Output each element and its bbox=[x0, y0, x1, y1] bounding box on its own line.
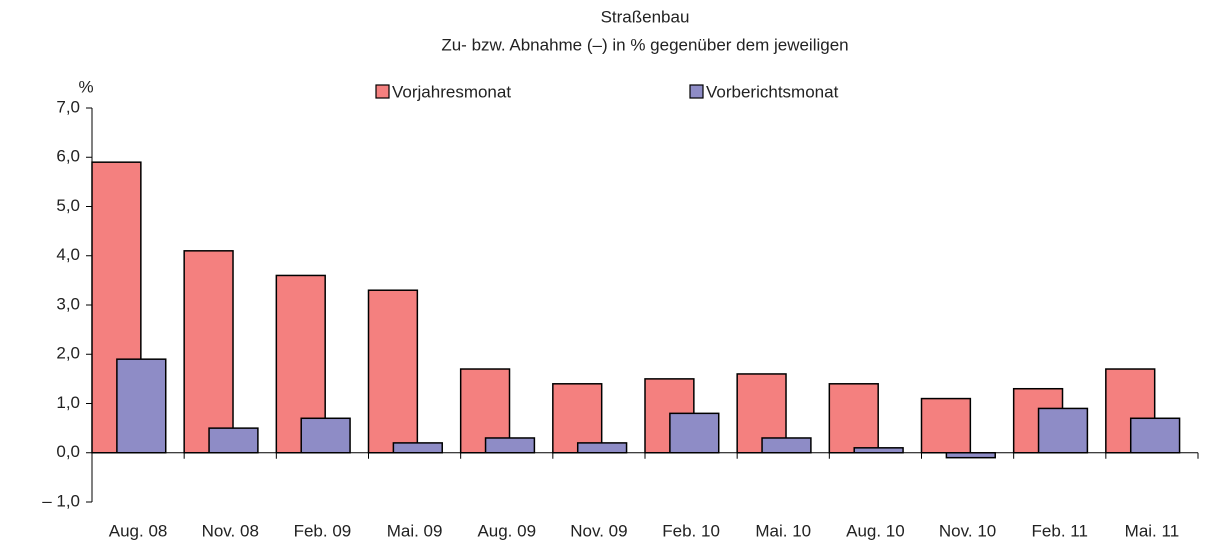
bar bbox=[116, 358, 167, 454]
bar bbox=[576, 442, 628, 454]
x-tick-label: Feb. 09 bbox=[294, 521, 352, 540]
bar bbox=[208, 427, 259, 454]
bar bbox=[761, 437, 812, 454]
y-tick-label: 4,0 bbox=[56, 245, 80, 264]
y-tick-label: 3,0 bbox=[56, 294, 80, 313]
chart-title: Straßenbau bbox=[601, 7, 690, 26]
chart-subtitle: Zu- bzw. Abnahme (–) in % gegenüber dem … bbox=[441, 35, 848, 54]
bar bbox=[945, 452, 996, 459]
x-tick-label: Nov. 09 bbox=[570, 521, 627, 540]
bar bbox=[552, 383, 603, 454]
x-tick-label: Nov. 10 bbox=[939, 521, 996, 540]
x-tick-label: Nov. 08 bbox=[202, 521, 259, 540]
bar bbox=[484, 437, 536, 454]
bar bbox=[1129, 417, 1181, 454]
y-tick-label: 2,0 bbox=[56, 344, 80, 363]
legend-swatch bbox=[689, 84, 704, 99]
x-tick-label: Feb. 11 bbox=[1032, 521, 1088, 540]
x-tick-label: Aug. 10 bbox=[846, 521, 905, 540]
bar bbox=[853, 447, 904, 454]
bar bbox=[367, 289, 419, 454]
legend-swatch bbox=[375, 84, 390, 99]
y-tick-label: 6,0 bbox=[56, 147, 80, 166]
bar bbox=[183, 250, 234, 454]
x-tick-label: Mai. 11 bbox=[1125, 521, 1180, 540]
y-axis-label: % bbox=[78, 77, 93, 96]
x-tick-label: Feb. 10 bbox=[662, 521, 720, 540]
x-tick-label: Mai. 10 bbox=[755, 521, 811, 540]
bar bbox=[1037, 407, 1089, 454]
y-tick-label: 5,0 bbox=[56, 196, 80, 215]
x-tick-label: Aug. 08 bbox=[109, 521, 168, 540]
y-tick-label: – 1,0 bbox=[42, 491, 80, 510]
legend-label: Vorjahresmonat bbox=[392, 82, 511, 101]
bar bbox=[300, 417, 351, 454]
bar bbox=[828, 383, 879, 454]
x-tick-label: Aug. 09 bbox=[477, 521, 536, 540]
y-tick-label: 1,0 bbox=[56, 393, 80, 412]
bar bbox=[669, 412, 720, 454]
x-tick-label: Mai. 09 bbox=[387, 521, 443, 540]
bar bbox=[392, 442, 443, 454]
y-tick-label: 0,0 bbox=[56, 442, 80, 461]
bar bbox=[920, 397, 972, 454]
legend-label: Vorberichtsmonat bbox=[706, 82, 839, 101]
y-tick-label: 7,0 bbox=[56, 97, 80, 116]
